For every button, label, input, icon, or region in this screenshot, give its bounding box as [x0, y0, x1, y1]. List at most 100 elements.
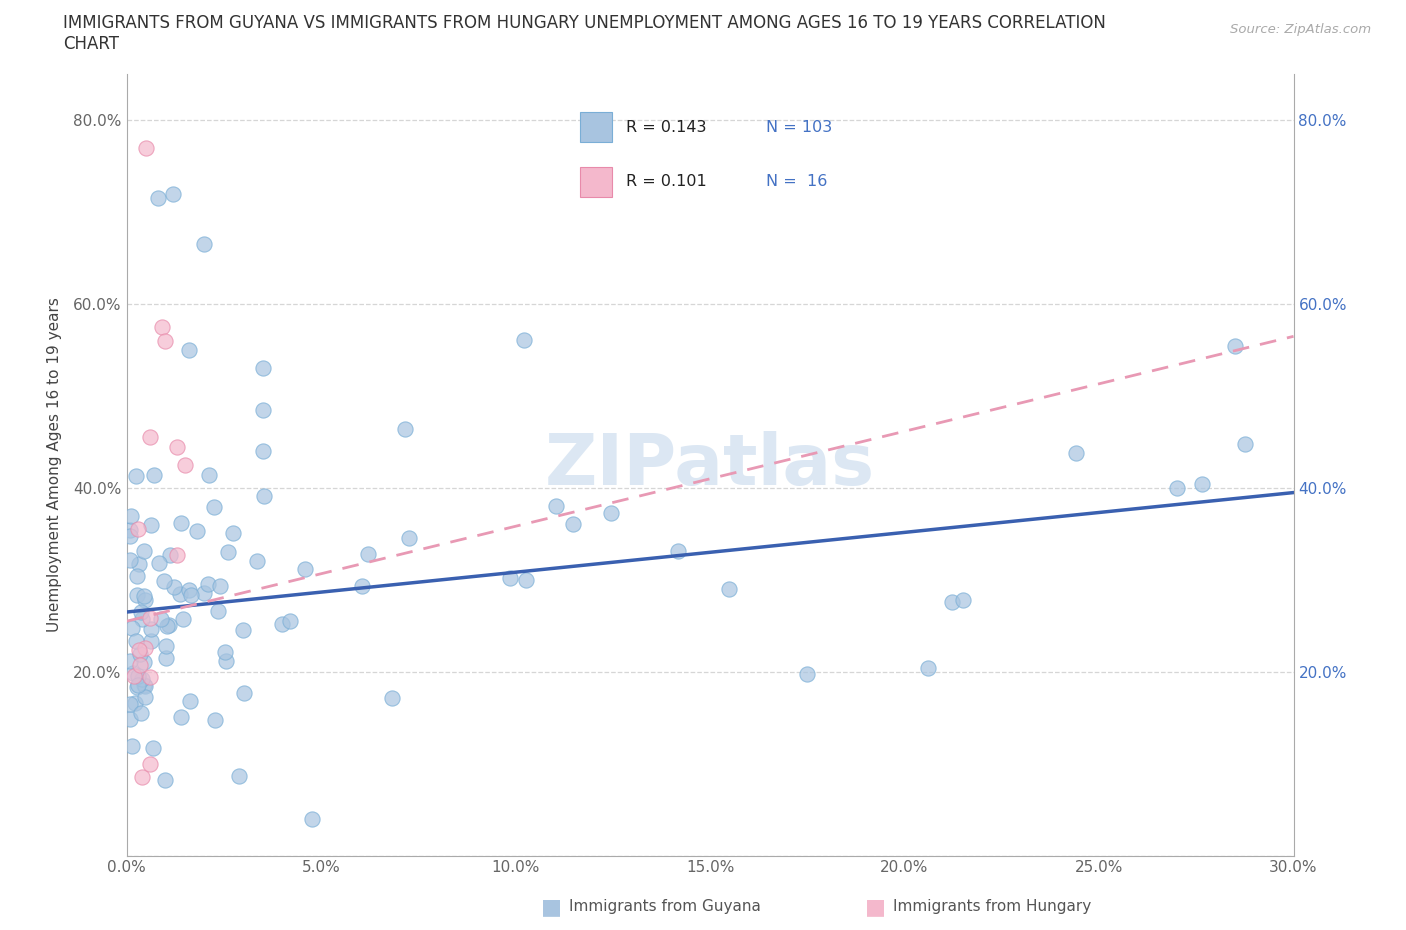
Point — [499, 571, 522, 586]
Point — [1191, 476, 1213, 491]
Point — [150, 612, 173, 627]
Point — [139, 670, 162, 684]
Point — [120, 529, 142, 544]
Point — [197, 577, 219, 591]
Point — [294, 562, 316, 577]
Point — [122, 669, 145, 684]
Point — [179, 693, 201, 708]
Point — [599, 505, 621, 520]
Text: Immigrants from Guyana: Immigrants from Guyana — [569, 899, 761, 914]
Point — [204, 713, 226, 728]
Point — [139, 622, 162, 637]
Point — [232, 623, 254, 638]
Point — [125, 588, 148, 603]
Point — [394, 421, 416, 436]
Text: ■: ■ — [541, 897, 562, 917]
Point — [120, 553, 142, 568]
Point — [381, 690, 404, 705]
Point — [222, 525, 245, 540]
Point — [146, 191, 169, 206]
Point — [120, 711, 142, 726]
Point — [129, 604, 152, 619]
Point — [157, 618, 180, 632]
Text: Immigrants from Hungary: Immigrants from Hungary — [893, 899, 1091, 914]
Point — [278, 614, 301, 629]
Point — [120, 697, 142, 711]
Point — [131, 671, 153, 686]
Point — [132, 678, 155, 693]
Point — [252, 361, 274, 376]
Point — [1166, 481, 1188, 496]
Point — [252, 403, 274, 418]
Point — [301, 811, 323, 826]
Point — [174, 458, 197, 472]
Point — [233, 685, 256, 700]
Point — [135, 140, 157, 155]
Point — [515, 573, 537, 588]
Point — [129, 646, 152, 661]
Point — [1223, 339, 1246, 353]
Point — [134, 690, 156, 705]
Point — [170, 516, 193, 531]
Point — [143, 468, 166, 483]
Point — [350, 579, 373, 594]
Point — [166, 439, 188, 454]
Point — [127, 677, 149, 692]
Point — [271, 617, 294, 631]
Point — [208, 578, 231, 593]
Point — [170, 710, 193, 724]
Point — [127, 680, 149, 695]
Point — [952, 592, 974, 607]
Point — [253, 488, 276, 503]
Point — [155, 334, 177, 349]
Point — [120, 509, 142, 524]
Point — [124, 696, 146, 711]
Point — [132, 589, 155, 604]
Point — [1233, 437, 1256, 452]
Point — [252, 444, 274, 458]
Point — [138, 611, 160, 626]
Point — [131, 612, 153, 627]
Text: Source: ZipAtlas.com: Source: ZipAtlas.com — [1230, 23, 1371, 36]
Point — [179, 583, 201, 598]
Point — [120, 523, 142, 538]
Point — [125, 469, 148, 484]
Point — [546, 498, 568, 513]
Point — [125, 633, 148, 648]
Point — [207, 604, 229, 618]
Point — [141, 517, 163, 532]
Point — [134, 641, 156, 656]
Point — [162, 186, 184, 201]
Text: CHART: CHART — [63, 35, 120, 53]
Point — [127, 669, 149, 684]
Point — [142, 741, 165, 756]
Point — [215, 654, 238, 669]
Point — [217, 544, 239, 559]
Point — [172, 612, 194, 627]
Point — [186, 524, 208, 538]
Point — [127, 569, 149, 584]
Point — [941, 595, 963, 610]
Point — [134, 655, 156, 670]
Point — [177, 342, 200, 357]
Point — [139, 633, 162, 648]
Point — [180, 588, 202, 603]
Point — [128, 643, 150, 658]
Point — [512, 333, 534, 348]
Point — [129, 658, 152, 672]
Point — [121, 739, 143, 754]
Point — [917, 660, 939, 675]
Point — [159, 548, 181, 563]
Point — [155, 650, 177, 665]
Text: ZIPatlas: ZIPatlas — [546, 431, 875, 499]
Point — [214, 644, 236, 659]
Point — [193, 585, 215, 600]
Text: ■: ■ — [865, 897, 886, 917]
Y-axis label: Unemployment Among Ages 16 to 19 years: Unemployment Among Ages 16 to 19 years — [46, 298, 62, 632]
Point — [198, 468, 221, 483]
Point — [127, 522, 149, 537]
Point — [1064, 445, 1087, 460]
Point — [228, 769, 250, 784]
Point — [166, 547, 188, 562]
Point — [134, 679, 156, 694]
